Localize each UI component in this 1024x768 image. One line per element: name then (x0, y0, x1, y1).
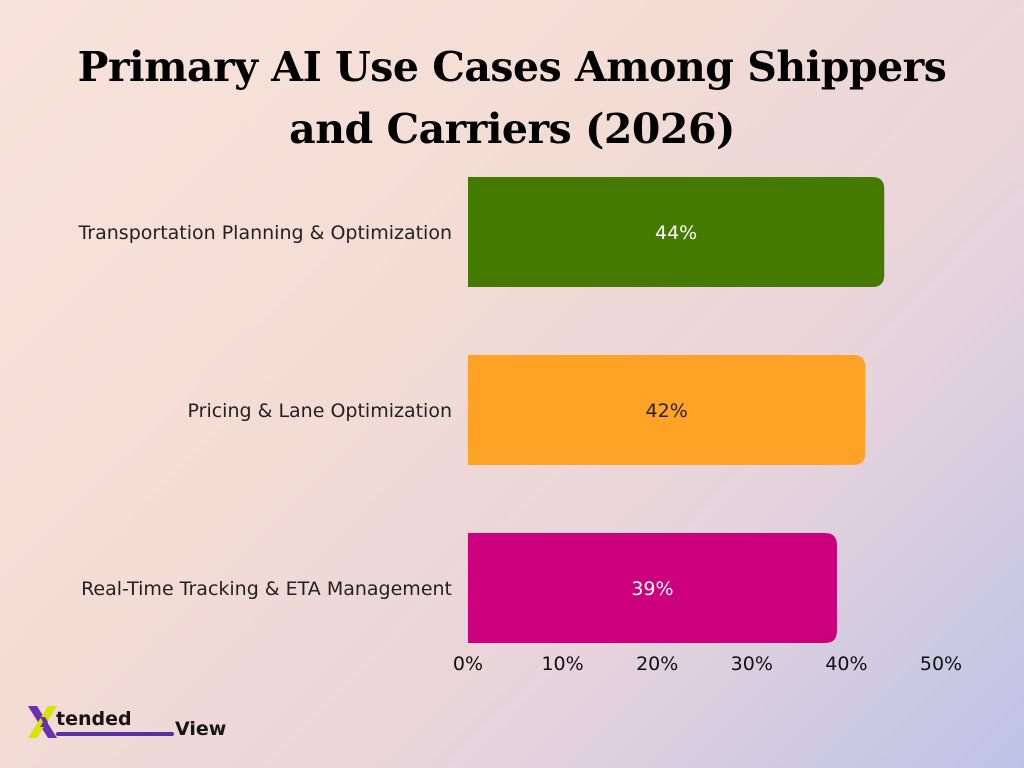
category-label-1: Transportation Planning & Optimization (77, 222, 452, 244)
x-tick-label-1: 0% (453, 653, 483, 675)
x-tick-label-4: 30% (731, 653, 773, 675)
bar-chart: Transportation Planning & Optimization 44… (77, 177, 962, 675)
logo-text-view: View (175, 718, 227, 740)
x-tick-label-5: 40% (825, 653, 867, 675)
chart-title: Primary AI Use Cases Among Shippers and … (77, 43, 947, 153)
data-label-3: 39% (631, 578, 673, 600)
bar-1 (468, 177, 885, 287)
category-label-3: Real-Time Tracking & ETA Management (81, 578, 452, 600)
x-tick-label-3: 20% (636, 653, 678, 675)
bar-2 (468, 355, 866, 465)
brand-logo: tended View (26, 704, 226, 744)
x-tick-label-2: 10% (541, 653, 583, 675)
logo-underline (56, 732, 174, 736)
data-label-2: 42% (646, 400, 688, 422)
logo-x-icon (28, 706, 57, 738)
x-tick-label-6: 50% (920, 653, 962, 675)
bar-3 (468, 533, 837, 643)
category-label-2: Pricing & Lane Optimization (188, 400, 452, 422)
logo-text-tended: tended (56, 708, 132, 730)
data-label-1: 44% (655, 222, 697, 244)
